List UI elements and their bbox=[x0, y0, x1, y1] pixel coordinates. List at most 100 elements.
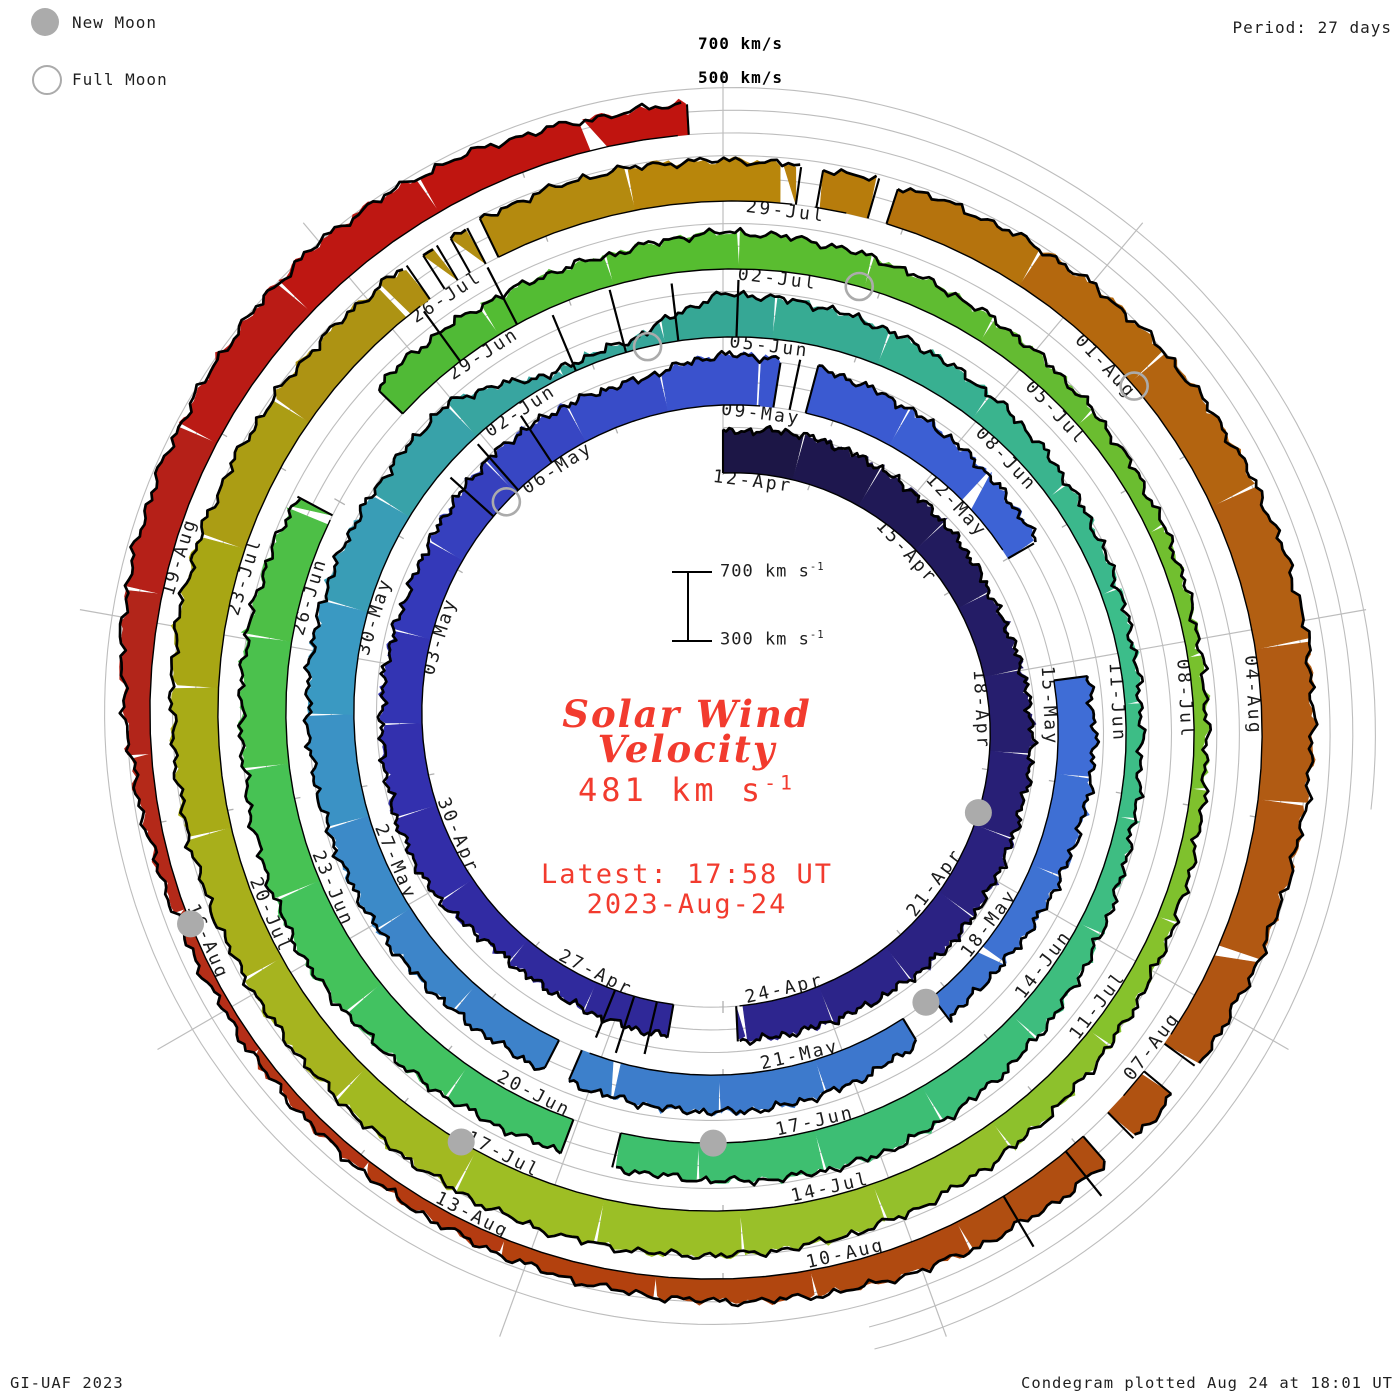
band-cut-edge bbox=[1143, 1070, 1173, 1095]
band-baseline bbox=[285, 519, 574, 1121]
band-baseline bbox=[931, 680, 1059, 998]
velocity-trace-run bbox=[422, 248, 434, 257]
band-cut-edge bbox=[804, 365, 820, 414]
band-cut-edge bbox=[1082, 1135, 1106, 1162]
velocity-band bbox=[568, 371, 669, 443]
band-baseline bbox=[421, 404, 761, 1006]
band-cut-edge bbox=[568, 1049, 583, 1081]
velocity-trace-run bbox=[167, 226, 1213, 1261]
new-moon-icon bbox=[31, 8, 59, 36]
moon-markers bbox=[177, 271, 1149, 1157]
band-cut-edge bbox=[666, 1004, 675, 1038]
scale-bar-top-cap bbox=[672, 571, 712, 573]
band-cut-edge bbox=[449, 238, 471, 274]
velocity-band bbox=[1031, 773, 1093, 876]
legend-full-moon-label: Full Moon bbox=[72, 70, 168, 89]
band-cut-edge bbox=[885, 188, 899, 224]
band-cut-edge bbox=[1007, 542, 1035, 560]
band-cut-edge bbox=[296, 495, 333, 517]
band-cut-edge bbox=[559, 1119, 575, 1154]
velocity-band bbox=[783, 164, 797, 205]
velocity-trace-run bbox=[949, 675, 1101, 1023]
velocity-trace-run bbox=[822, 168, 878, 182]
band-baseline bbox=[149, 134, 1084, 1280]
data-spikes bbox=[423, 266, 1103, 1248]
velocity-spike bbox=[449, 476, 495, 518]
band-cut-edge bbox=[378, 390, 404, 415]
band-cut-edge bbox=[772, 362, 782, 408]
scale-top-label: 700 km s-1 bbox=[720, 561, 825, 582]
band-cut-edge bbox=[1107, 1111, 1135, 1139]
band-baseline bbox=[816, 206, 847, 214]
velocity-spike bbox=[643, 1001, 658, 1055]
velocity-spike bbox=[594, 989, 617, 1038]
band-cut-edge bbox=[405, 264, 431, 300]
velocity-spike bbox=[551, 314, 577, 372]
current-velocity: 481 km s-1 bbox=[577, 771, 796, 809]
velocity-spike bbox=[476, 443, 519, 491]
velocity-band bbox=[378, 631, 432, 724]
band-cut-edge bbox=[735, 1006, 739, 1042]
velocity-trace-run bbox=[478, 156, 801, 220]
velocity-band bbox=[1107, 1073, 1172, 1135]
velocity-bands bbox=[119, 98, 1317, 1306]
new-moon-marker bbox=[912, 988, 940, 1016]
band-baseline bbox=[805, 412, 1004, 551]
velocity-trace bbox=[118, 101, 1319, 1308]
full-moon-marker bbox=[1119, 371, 1149, 401]
velocity-spike bbox=[788, 359, 802, 410]
velocity-band bbox=[958, 592, 1024, 678]
velocity-trace-run bbox=[722, 424, 1039, 1046]
band-cut-edge bbox=[685, 104, 690, 135]
full-moon-marker bbox=[491, 486, 522, 517]
new-moon-marker bbox=[964, 799, 992, 827]
full-moon-marker bbox=[632, 331, 663, 362]
velocity-spike bbox=[670, 283, 680, 341]
velocity-trace-run bbox=[236, 498, 562, 1155]
velocity-spike bbox=[735, 279, 740, 337]
credit-right: Condegram plotted Aug 24 at 18:01 UT bbox=[1021, 1374, 1393, 1392]
velocity-band bbox=[568, 1049, 614, 1098]
velocity-trace-run bbox=[302, 289, 1147, 1187]
velocity-trace-run bbox=[897, 187, 1319, 1064]
gridline-500-label: 500 km/s bbox=[698, 68, 784, 87]
band-cut-edge bbox=[435, 244, 459, 281]
band-cut-edge bbox=[902, 1018, 917, 1041]
velocity-spike bbox=[486, 266, 518, 325]
band-cut-edge bbox=[466, 227, 487, 265]
velocity-band bbox=[819, 169, 877, 219]
band-baseline bbox=[886, 223, 1263, 1035]
velocity-band bbox=[1130, 354, 1255, 508]
band-baseline bbox=[722, 472, 991, 1007]
band-baseline bbox=[498, 200, 793, 258]
grid-spoke bbox=[886, 222, 1144, 528]
velocity-trace-run bbox=[118, 101, 1106, 1308]
velocity-band bbox=[655, 1270, 815, 1306]
plot-title: Solar Wind Velocity bbox=[562, 692, 812, 771]
gridline-700-label: 700 km/s bbox=[698, 34, 784, 53]
credit-left: GI-UAF 2023 bbox=[10, 1374, 124, 1392]
band-baseline bbox=[353, 336, 1127, 1144]
latest-timestamp: Latest: 17:58 UT 2023-Aug-24 bbox=[540, 859, 834, 920]
band-cut-edge bbox=[422, 254, 446, 290]
grid-spokes bbox=[79, 70, 1367, 1337]
velocity-trace-run bbox=[376, 349, 781, 1039]
band-cut-edge bbox=[815, 170, 825, 208]
velocity-spike bbox=[423, 310, 462, 362]
velocity-spike bbox=[608, 289, 628, 353]
band-cut-edge bbox=[543, 1039, 560, 1069]
grid-spoke bbox=[817, 984, 947, 1337]
full-moon-icon bbox=[32, 65, 62, 95]
new-moon-marker bbox=[177, 910, 205, 938]
velocity-spike bbox=[1064, 1150, 1103, 1197]
full-moon-marker bbox=[844, 271, 875, 302]
grid-spoke bbox=[957, 857, 1289, 1051]
grid-spoke bbox=[499, 991, 626, 1337]
band-cut-edge bbox=[866, 178, 881, 219]
band-cut-edge bbox=[1163, 1042, 1196, 1067]
day-tick bbox=[334, 498, 346, 506]
scale-bar-bottom-cap bbox=[672, 640, 712, 642]
velocity-trace-run bbox=[818, 364, 1037, 543]
